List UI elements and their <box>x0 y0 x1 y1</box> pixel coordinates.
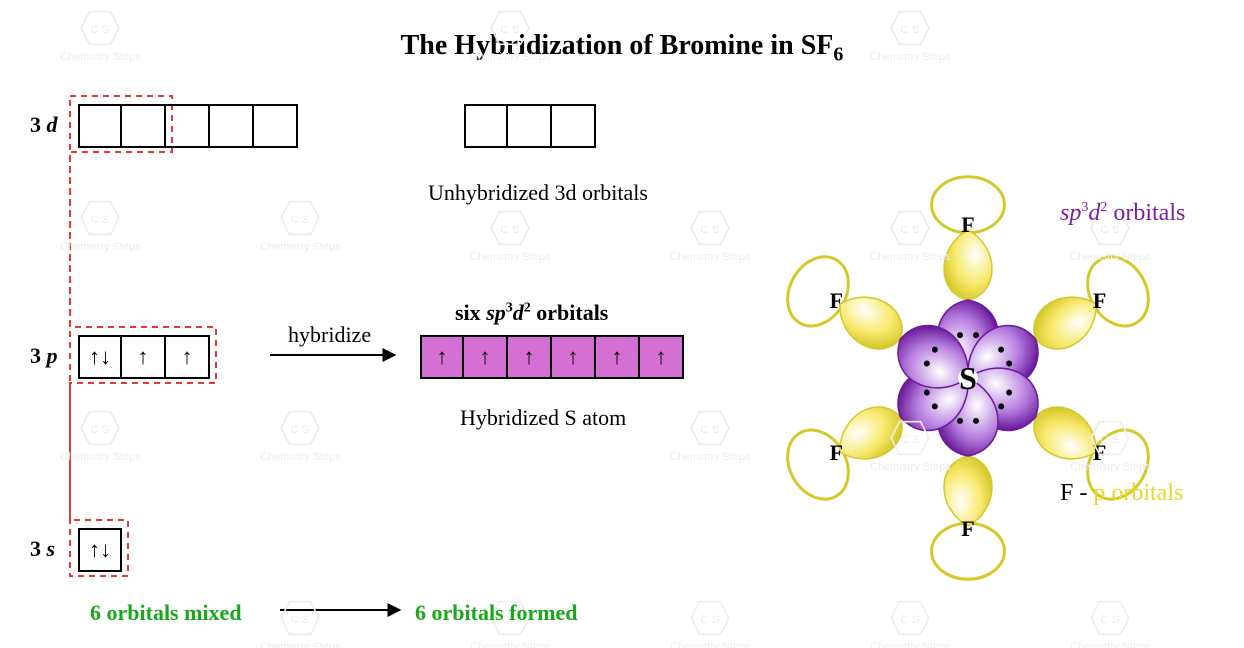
hybridized-orbitals-box: ↑ <box>640 335 684 379</box>
hybridized-orbitals-box: ↑ <box>552 335 596 379</box>
f-label: F <box>961 516 974 541</box>
orbital-3d <box>78 104 298 148</box>
hybridized-orbitals-box: ↑ <box>508 335 552 379</box>
hybridized-orbitals-box: ↑ <box>464 335 508 379</box>
hybridized-orbitals-box: ↑ <box>420 335 464 379</box>
unhyb-3d-box <box>552 104 596 148</box>
f-label: F <box>961 212 974 237</box>
orbital-3d-box <box>78 104 122 148</box>
orbital-3d-box <box>122 104 166 148</box>
svg-layer: F F F F F F S <box>0 0 1244 648</box>
orbital-3s-box: ↑↓ <box>78 528 122 572</box>
hybridized-orbitals-box: ↑ <box>596 335 640 379</box>
hybridize-label: hybridize <box>288 322 371 348</box>
orbital-3p-box: ↑ <box>166 335 210 379</box>
sp3d2-orbitals-label: sp3d2 orbitals <box>1060 200 1185 227</box>
f-label: F <box>1093 288 1106 313</box>
f-label: F <box>830 288 843 313</box>
orbital-3s: ↑↓ <box>78 528 122 572</box>
molecule-diagram: F F F F F F S <box>776 177 1161 579</box>
f-label: F <box>830 440 843 465</box>
unhyb-3d-label: Unhybridized 3d orbitals <box>428 180 648 206</box>
label-3s: 3 s <box>30 536 55 562</box>
orbital-3p-box: ↑ <box>122 335 166 379</box>
label-3p: 3 p <box>30 343 58 369</box>
orbital-3d-box <box>210 104 254 148</box>
orbital-3d-box <box>166 104 210 148</box>
unhyb-3d-box <box>508 104 552 148</box>
label-3d: 3 d <box>30 112 58 138</box>
orbitals-formed-label: 6 orbitals formed <box>415 600 578 626</box>
orbital-3p: ↑↓↑↑ <box>78 335 210 379</box>
unhyb-3d-box <box>464 104 508 148</box>
six-orbitals-label: six sp3d2 orbitals <box>455 300 608 326</box>
unhyb-3d <box>464 104 596 148</box>
center-atom-label: S <box>959 360 977 396</box>
orbital-3p-box: ↑↓ <box>78 335 122 379</box>
orbital-3d-box <box>254 104 298 148</box>
hybridized-s-label: Hybridized S atom <box>460 405 626 431</box>
yellow-lobe <box>944 230 992 300</box>
orbitals-mixed-label: 6 orbitals mixed <box>90 600 242 626</box>
f-label: F <box>1093 440 1106 465</box>
hybridized-orbitals: ↑↑↑↑↑↑ <box>420 335 684 379</box>
f-p-orbitals-label: F - p orbitals <box>1060 480 1183 507</box>
